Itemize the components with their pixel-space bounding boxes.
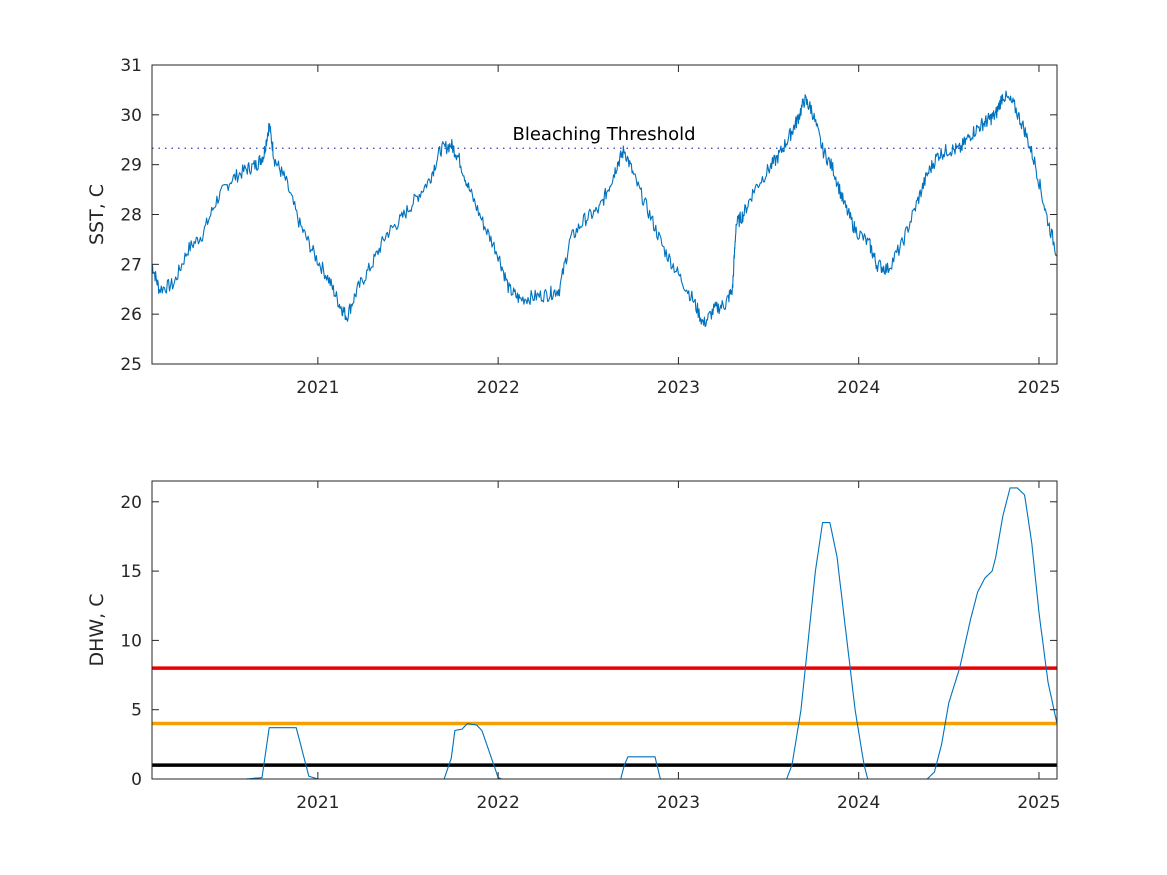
sst-ytick-label: 28: [120, 206, 142, 226]
dhw-ytick-label: 10: [120, 631, 142, 651]
dhw-xtick-label: 2021: [296, 793, 339, 813]
dhw-ytick-label: 15: [120, 562, 142, 582]
dhw-ytick-label: 20: [120, 493, 142, 513]
sst-ylabel: SST, C: [86, 184, 108, 245]
dhw-ytick-label: 0: [131, 770, 142, 790]
sst-series-line: [151, 90, 1058, 328]
dhw-series-line: [152, 487, 1058, 780]
sst-xtick-label: 2022: [477, 378, 520, 398]
sst-axes-outline: [151, 64, 1058, 365]
dhw-ylabel: DHW, C: [86, 593, 108, 666]
sst-ytick-label: 29: [120, 156, 142, 176]
threshold-label: Bleaching Threshold: [512, 124, 695, 145]
dhw-xtick-label: 2025: [1017, 793, 1060, 813]
dhw-ytick-label: 5: [131, 701, 142, 721]
dhw-axes-box: [151, 480, 1058, 780]
sst-xtick-label: 2024: [837, 378, 880, 398]
sst-xtick-label: 2023: [657, 378, 700, 398]
sst-xtick-label: 2021: [296, 378, 339, 398]
sst-panel: SST, C 25 26 27 28 29 30 31 2021 2022 2023 2024 202…: [86, 56, 1061, 398]
sst-ytick-label: 27: [120, 255, 142, 275]
sst-xtick-label: 2025: [1017, 378, 1060, 398]
dhw-panel: DHW, C 0 5 10 15 20 2021 2022 2023 2024 2025: [86, 480, 1061, 813]
dhw-axes-outline: [151, 480, 1058, 780]
sst-ytick-label: 30: [120, 106, 142, 126]
sst-ytick-label: 31: [120, 56, 142, 76]
dhw-xtick-label: 2023: [657, 793, 700, 813]
dhw-xtick-label: 2022: [477, 793, 520, 813]
sst-axes-box: [151, 64, 1058, 365]
dhw-xtick-label: 2024: [837, 793, 880, 813]
sst-ytick-label: 25: [120, 355, 142, 375]
sst-ytick-label: 26: [120, 305, 142, 325]
